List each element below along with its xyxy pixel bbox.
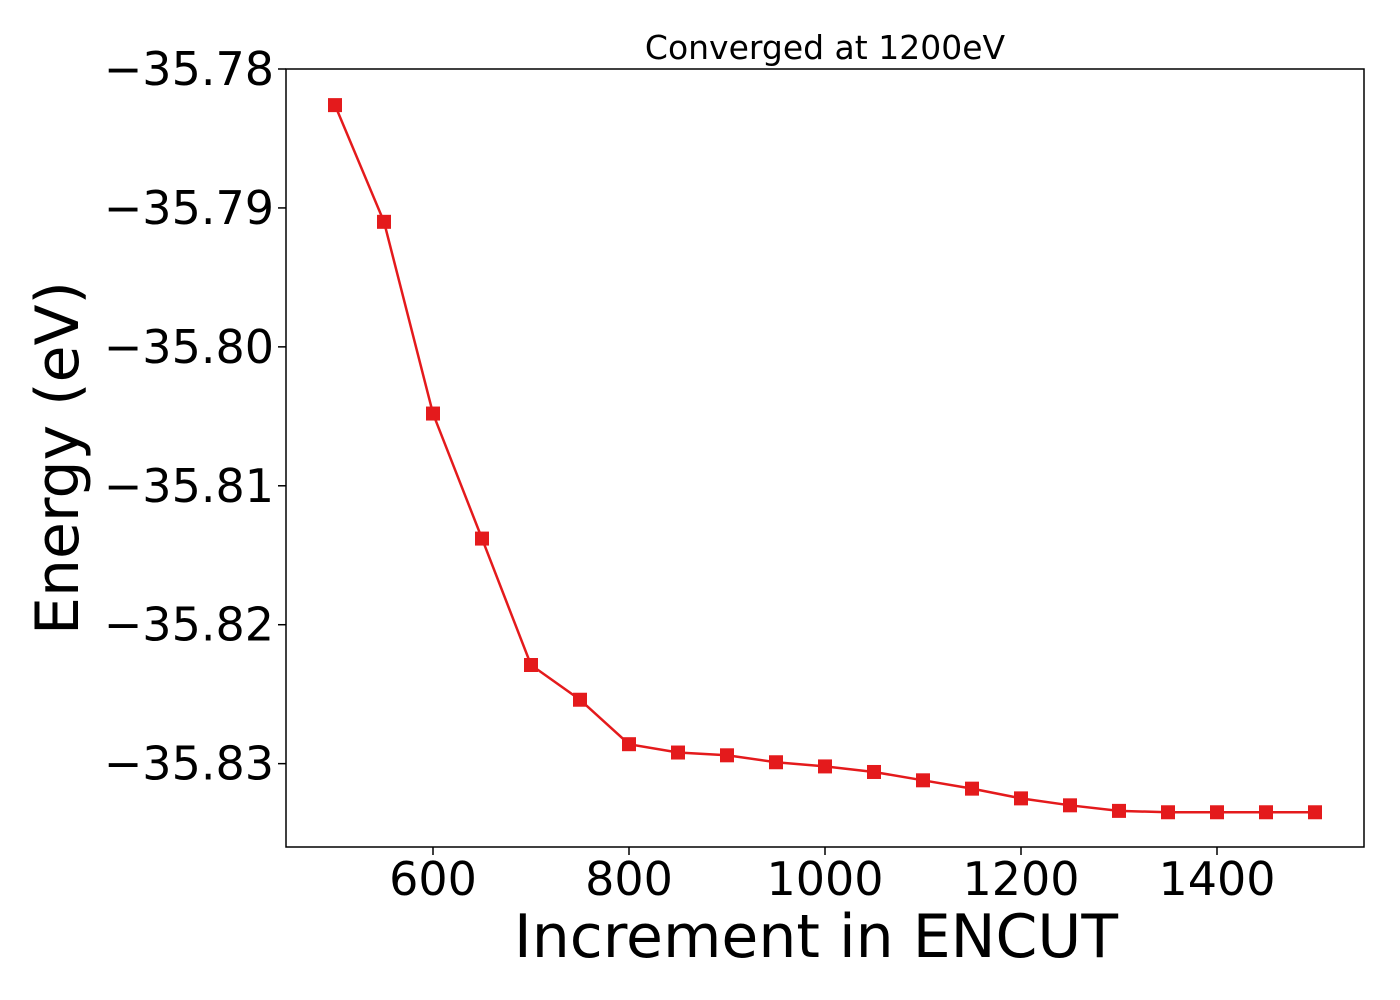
x-axis-ticks: 600 800 1000 1200 1400 (389, 847, 1276, 906)
y-tick-label: −35.83 (104, 737, 274, 791)
series-layer (328, 98, 1322, 820)
data-point (1063, 798, 1077, 813)
x-tick-label: 600 (389, 852, 477, 906)
data-point (1210, 805, 1224, 820)
x-tick-label: 1400 (1158, 852, 1275, 906)
data-point (377, 214, 391, 229)
y-tick-label: −35.81 (104, 459, 274, 513)
data-point (426, 406, 440, 421)
y-tick-label: −35.82 (104, 598, 274, 652)
data-point (1161, 805, 1175, 820)
data-point (328, 98, 342, 113)
data-point (671, 745, 685, 760)
data-point (965, 781, 979, 796)
data-point (916, 773, 930, 788)
data-point (475, 531, 489, 546)
data-point (1308, 805, 1322, 820)
x-tick-label: 1200 (962, 852, 1079, 906)
x-axis-label: Increment in ENCUT (514, 902, 1118, 972)
data-point (867, 764, 881, 779)
data-point (573, 692, 587, 707)
y-tick-label: −35.80 (104, 320, 274, 374)
y-tick-label: −35.79 (104, 181, 274, 235)
data-point (720, 748, 734, 763)
data-point (1259, 805, 1273, 820)
y-tick-label: −35.78 (104, 42, 274, 96)
y-axis-label: Energy (eV) (23, 281, 93, 635)
x-tick-label: 1000 (766, 852, 883, 906)
x-tick-label: 800 (585, 852, 673, 906)
plot-area (285, 68, 1365, 848)
data-point (524, 658, 538, 673)
data-point (1014, 791, 1028, 806)
data-point (818, 759, 832, 774)
y-axis-ticks: −35.78 −35.79 −35.80 −35.81 −35.82 −35.83 (104, 42, 286, 791)
chart-title: Converged at 1200eV (645, 28, 1006, 67)
data-point (622, 737, 636, 752)
data-point (1112, 803, 1126, 818)
data-point (769, 755, 783, 770)
